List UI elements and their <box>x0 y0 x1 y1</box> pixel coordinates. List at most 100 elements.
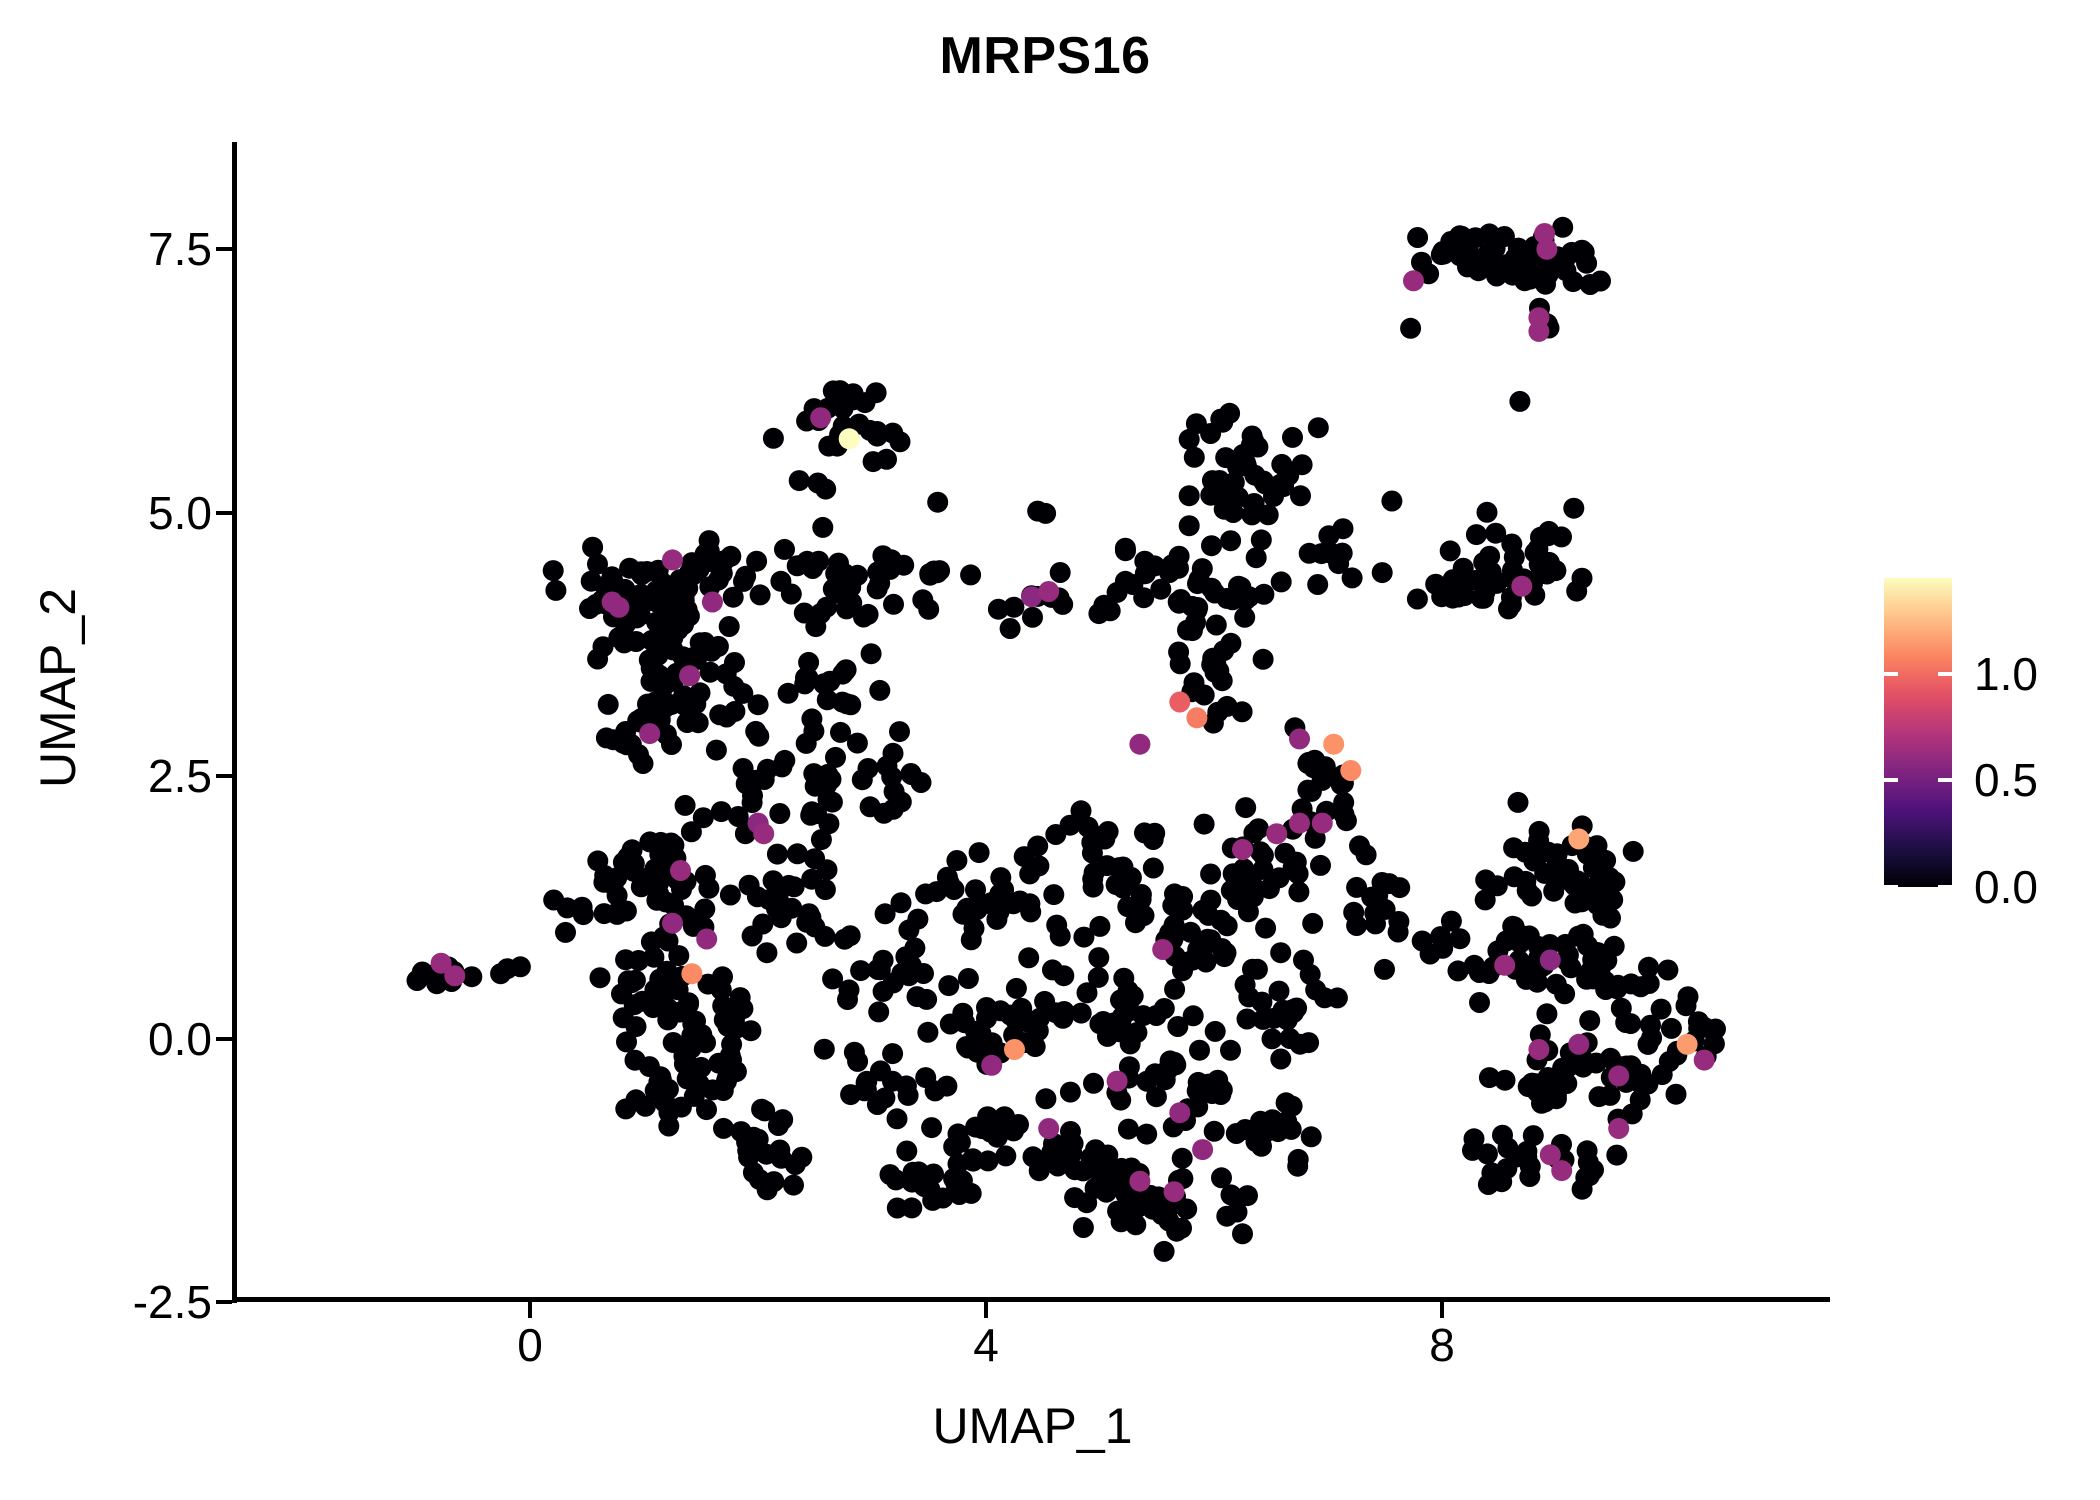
scatter-point <box>1232 443 1254 465</box>
scatter-point <box>1120 867 1142 888</box>
scatter-point <box>819 670 841 692</box>
scatter-point <box>1076 1192 1098 1214</box>
scatter-point <box>1142 857 1164 879</box>
scatter-point <box>889 721 910 743</box>
scatter-point <box>1476 1143 1498 1165</box>
scatter-point <box>1600 907 1621 929</box>
scatter-point <box>866 421 888 442</box>
scatter-point <box>1289 728 1310 750</box>
scatter-point <box>669 569 691 591</box>
scatter-point <box>690 1056 712 1078</box>
scatter-point <box>1599 1084 1621 1106</box>
scatter-point <box>1340 760 1362 781</box>
scatter-point <box>625 1016 647 1038</box>
scatter-point <box>804 848 826 870</box>
scatter-point <box>555 921 576 943</box>
scatter-point <box>1163 1181 1185 1203</box>
scatter-point <box>1310 854 1331 876</box>
scatter-point <box>747 694 769 716</box>
scatter-point <box>917 1021 939 1043</box>
plot-panel <box>235 142 1830 1300</box>
scatter-point <box>1049 925 1071 947</box>
x-axis-title: UMAP_1 <box>932 1398 1133 1454</box>
scatter-point <box>1450 566 1472 588</box>
scatter-point <box>1088 947 1110 969</box>
scatter-point <box>587 648 609 670</box>
scatter-point <box>1106 581 1128 603</box>
scatter-point <box>769 803 791 824</box>
scatter-point <box>741 792 763 814</box>
scatter-point <box>1110 1011 1132 1032</box>
y-tick-label: 2.5 <box>148 749 212 802</box>
scatter-point <box>1595 849 1617 871</box>
scatter-point <box>1125 912 1146 934</box>
scatter-point <box>602 874 624 896</box>
scatter-point <box>556 897 578 919</box>
scatter-point <box>1688 1017 1710 1039</box>
scatter-point <box>987 598 1009 620</box>
scatter-point <box>1675 995 1697 1017</box>
scatter-point <box>1576 843 1598 865</box>
scatter-point <box>1005 977 1027 999</box>
scatter-point <box>1183 446 1205 468</box>
scatter-point <box>1238 986 1260 1008</box>
scatter-point <box>1387 921 1409 943</box>
scatter-point <box>1307 574 1329 595</box>
scatter-point <box>1665 1083 1687 1105</box>
scatter-point <box>1198 1073 1219 1095</box>
scatter-point <box>1263 1007 1285 1029</box>
scatter-point <box>818 435 840 457</box>
scatter-point <box>708 1052 730 1074</box>
scatter-point <box>1503 837 1525 859</box>
legend-label: 0.5 <box>1974 754 2038 807</box>
scatter-point <box>1081 842 1103 864</box>
scatter-point <box>1180 921 1202 943</box>
scatter-point <box>1254 1122 1276 1144</box>
scatter-point <box>810 829 832 851</box>
scatter-point <box>1070 1002 1092 1024</box>
scatter-point <box>882 1070 903 1092</box>
scatter-point <box>794 673 816 695</box>
scatter-point <box>838 979 860 1001</box>
scatter-point <box>1228 880 1249 902</box>
scatter-point <box>1407 227 1429 248</box>
scatter-point <box>1193 813 1215 835</box>
scatter-point <box>657 997 679 1019</box>
scatter-point <box>1465 524 1487 546</box>
scatter-point <box>1289 812 1310 834</box>
scatter-point <box>1433 243 1455 265</box>
scatter-point <box>1117 1118 1139 1140</box>
scatter-point <box>580 570 602 592</box>
scatter-point <box>1341 567 1363 589</box>
scatter-point <box>882 422 904 444</box>
scatter-point <box>1545 973 1567 995</box>
scatter-point <box>1494 1069 1516 1091</box>
scatter-point <box>882 1043 904 1065</box>
scatter-point <box>753 823 775 845</box>
scatter-point <box>1204 1020 1226 1042</box>
scatter-point <box>1168 641 1190 663</box>
scatter-point <box>1034 990 1056 1012</box>
scatter-point <box>1087 966 1109 988</box>
scatter-point <box>699 661 721 683</box>
scatter-point <box>883 781 905 802</box>
scatter-point <box>662 912 683 934</box>
scatter-point <box>1323 733 1345 755</box>
scatter-point <box>707 569 729 591</box>
scatter-point <box>1232 839 1253 860</box>
scatter-point <box>1134 822 1155 844</box>
scatter-point <box>1106 1070 1128 1092</box>
scatter-point <box>1568 828 1590 850</box>
scatter-point <box>946 850 968 871</box>
scatter-point <box>801 708 823 730</box>
scatter-point <box>763 1171 785 1193</box>
scatter-point <box>1543 880 1565 902</box>
scatter-point <box>1178 485 1200 507</box>
scatter-point <box>1287 1155 1309 1177</box>
scatter-point <box>1169 691 1191 713</box>
scatter-point <box>1568 1033 1590 1055</box>
scatter-point <box>1298 542 1320 564</box>
scatter-point <box>1270 942 1292 964</box>
scatter-point <box>617 846 639 868</box>
scatter-point <box>1035 1088 1057 1110</box>
